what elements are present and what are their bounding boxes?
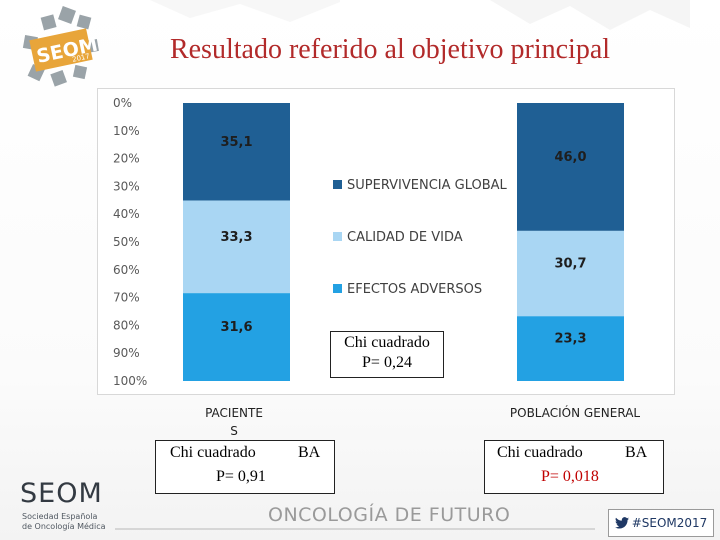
category-label-left-line1: PACIENTE bbox=[205, 406, 263, 420]
y-tick-label: 80% bbox=[113, 318, 140, 332]
seom-logo-bottom: SEOM Sociedad Española de Oncología Médi… bbox=[20, 478, 120, 532]
category-label-right-text: POBLACIÓN GENERAL bbox=[509, 406, 641, 420]
center-chi-line1: Chi cuadrado bbox=[344, 334, 430, 351]
legend-label: EFECTOS ADVERSOS bbox=[347, 282, 482, 297]
y-tick-label: 50% bbox=[113, 235, 140, 249]
y-tick-label: 10% bbox=[113, 124, 140, 138]
data-label: 23,3 bbox=[554, 332, 586, 347]
left-chi-line2: P= 0,91 bbox=[216, 468, 266, 485]
legend-label: CALIDAD DE VIDA bbox=[347, 230, 463, 245]
seom-logo-word: SEOM bbox=[20, 478, 103, 509]
center-chi-line2: P= 0,24 bbox=[362, 354, 412, 371]
right-chi-annotation: Chi cuadrado BA P= 0,018 bbox=[484, 440, 664, 494]
category-label-left: PACIENTE S bbox=[180, 404, 288, 440]
bar-segment bbox=[183, 103, 290, 201]
seom-2017-logo: SEOM 2017 bbox=[16, 6, 102, 92]
bar-segment bbox=[517, 103, 624, 231]
y-tick-label: 0% bbox=[113, 96, 132, 110]
background-watermark bbox=[150, 0, 690, 30]
data-label: 46,0 bbox=[554, 150, 586, 165]
y-tick-label: 70% bbox=[113, 291, 140, 305]
right-chi-line1: Chi cuadrado bbox=[497, 444, 583, 461]
y-tick-label: 60% bbox=[113, 263, 140, 277]
stacked-bar-chart: 0% 10% 20% 30% 40% 50% 60% 70% 80% 90% 100% 35,1 33,… bbox=[113, 96, 624, 388]
category-label-left-line2: S bbox=[230, 424, 238, 438]
seom-logo-subtitle: Sociedad Española de Oncología Médica bbox=[22, 512, 106, 532]
right-chi-line2: P= 0,018 bbox=[541, 468, 599, 485]
bar-segment bbox=[183, 200, 290, 294]
bar-segment bbox=[183, 293, 290, 381]
bar-segment bbox=[517, 230, 624, 317]
center-chi-annotation: Chi cuadrado P= 0,24 bbox=[330, 331, 444, 378]
footer-motto: ONCOLOGÍA DE FUTURO bbox=[268, 504, 511, 526]
footer-divider bbox=[115, 528, 595, 530]
data-label: 30,7 bbox=[554, 257, 586, 272]
twitter-bird-icon bbox=[614, 517, 629, 529]
legend-label: SUPERVIVENCIA GLOBAL bbox=[347, 178, 508, 193]
y-tick-label: 20% bbox=[113, 152, 140, 166]
y-tick-label: 90% bbox=[113, 346, 140, 360]
y-tick-label: 40% bbox=[113, 207, 140, 221]
left-chi-annotation: Chi cuadrado BA P= 0,91 bbox=[155, 440, 335, 494]
right-chi-ba: BA bbox=[625, 444, 648, 461]
seom-logo-subtitle-line2: de Oncología Médica bbox=[22, 522, 106, 531]
hashtag-text: #SEOM2017 bbox=[631, 516, 708, 530]
y-tick-label: 100% bbox=[113, 374, 147, 388]
data-label: 33,3 bbox=[220, 230, 252, 245]
legend-swatch bbox=[333, 232, 342, 241]
seom-logo-subtitle-line1: Sociedad Española bbox=[22, 512, 98, 521]
data-label: 35,1 bbox=[220, 135, 252, 150]
svg-text:2017: 2017 bbox=[71, 52, 90, 64]
legend-swatch bbox=[333, 284, 342, 293]
left-chi-line1: Chi cuadrado bbox=[170, 444, 256, 461]
data-label: 31,6 bbox=[220, 320, 252, 335]
category-label-right: POBLACIÓN GENERAL bbox=[480, 404, 670, 422]
left-chi-ba: BA bbox=[298, 444, 321, 461]
legend-swatch bbox=[333, 180, 342, 189]
hashtag-badge: #SEOM2017 bbox=[608, 509, 714, 537]
bar-segment bbox=[517, 316, 624, 381]
slide-title: Resultado referido al objetivo principal bbox=[169, 34, 611, 65]
y-tick-label: 30% bbox=[113, 179, 140, 193]
